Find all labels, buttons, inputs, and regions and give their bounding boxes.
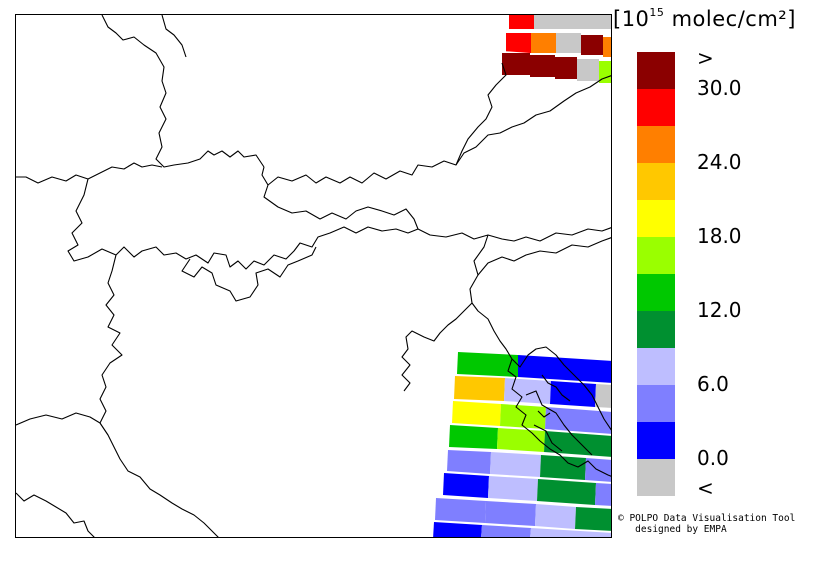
credits: © POLPO Data Visualisation Tool designed… — [618, 513, 795, 535]
legend-swatch — [637, 52, 675, 89]
legend-tick-label: 24.0 — [697, 150, 742, 174]
legend-swatch — [637, 422, 675, 459]
legend-swatch — [637, 311, 675, 348]
legend-swatch — [637, 348, 675, 385]
legend-swatch — [637, 89, 675, 126]
map-panel[interactable] — [15, 14, 612, 538]
legend-tick-label: 0.0 — [697, 446, 729, 470]
unit-exponent: 15 — [649, 6, 665, 19]
legend-tick-label: 30.0 — [697, 76, 742, 100]
legend-swatch — [637, 385, 675, 422]
unit-label: [1015 molec/cm²] — [613, 6, 796, 31]
legend-swatch — [637, 459, 675, 496]
legend-tick-label: > — [697, 46, 714, 70]
legend-tick-label: 6.0 — [697, 372, 729, 396]
legend-tick-label: 18.0 — [697, 224, 742, 248]
legend-swatch — [637, 237, 675, 274]
unit-suffix: molec/cm²] — [664, 7, 796, 31]
satellite-swath-bottom — [433, 352, 611, 537]
satellite-swath-top — [502, 15, 611, 83]
map-canvas — [16, 15, 611, 537]
legend-swatch — [637, 274, 675, 311]
legend-swatch — [637, 163, 675, 200]
legend-swatch — [637, 200, 675, 237]
color-legend — [637, 52, 675, 496]
legend-swatch — [637, 126, 675, 163]
credits-line-1: © POLPO Data Visualisation Tool — [618, 513, 796, 524]
legend-tick-label: 12.0 — [697, 298, 742, 322]
credits-line-2: designed by EMPA — [635, 524, 727, 535]
borders — [16, 15, 611, 537]
unit-prefix: [10 — [613, 7, 650, 31]
legend-tick-label: < — [697, 476, 714, 500]
